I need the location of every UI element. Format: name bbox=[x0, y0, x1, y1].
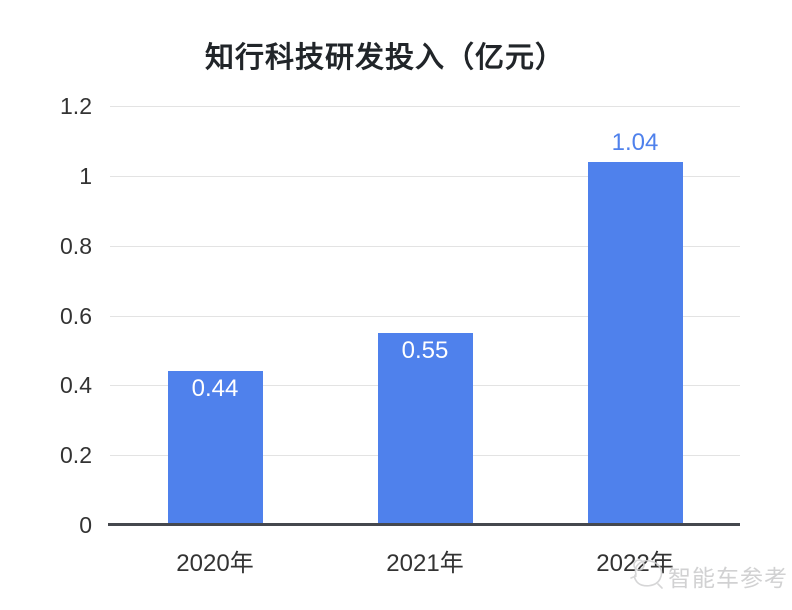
bar-2021年: 0.55 bbox=[377, 332, 473, 525]
y-tick-label-1.2: 1.2 bbox=[60, 93, 92, 119]
gridline-y-1.2 bbox=[110, 106, 740, 107]
x-tick-label-2021年: 2021年 bbox=[386, 550, 464, 577]
gridline-y-1 bbox=[110, 175, 740, 177]
bar-2022年 bbox=[587, 161, 683, 525]
watermark: 智能车参考 bbox=[628, 554, 788, 601]
plot-area: 0.44 0.55 1.04 bbox=[110, 106, 740, 525]
bar-value-label-2022年: 1.04 bbox=[611, 128, 659, 156]
watermark-logo-icon bbox=[628, 554, 668, 601]
y-tick-label-1: 1 bbox=[79, 162, 92, 189]
watermark-text: 智能车参考 bbox=[668, 564, 788, 591]
gridline-y-0.6 bbox=[110, 315, 740, 317]
x-axis-baseline bbox=[108, 523, 740, 526]
y-tick-label-0: 0 bbox=[79, 512, 92, 538]
gridline-y-0.8 bbox=[110, 245, 740, 247]
bar-value-label-2020年: 0.44 bbox=[191, 375, 239, 403]
y-tick-label-0.4: 0.4 bbox=[60, 372, 92, 399]
bar-2020年: 0.44 bbox=[167, 371, 263, 525]
chart-title: 知行科技研发投入（亿元） bbox=[204, 42, 565, 74]
x-tick-label-2020年: 2020年 bbox=[176, 550, 254, 577]
y-tick-label-0.8: 0.8 bbox=[60, 232, 92, 259]
y-tick-label-0.2: 0.2 bbox=[60, 442, 92, 469]
y-tick-label-0.6: 0.6 bbox=[60, 302, 92, 329]
bar-value-label-2021年: 0.55 bbox=[401, 336, 449, 364]
